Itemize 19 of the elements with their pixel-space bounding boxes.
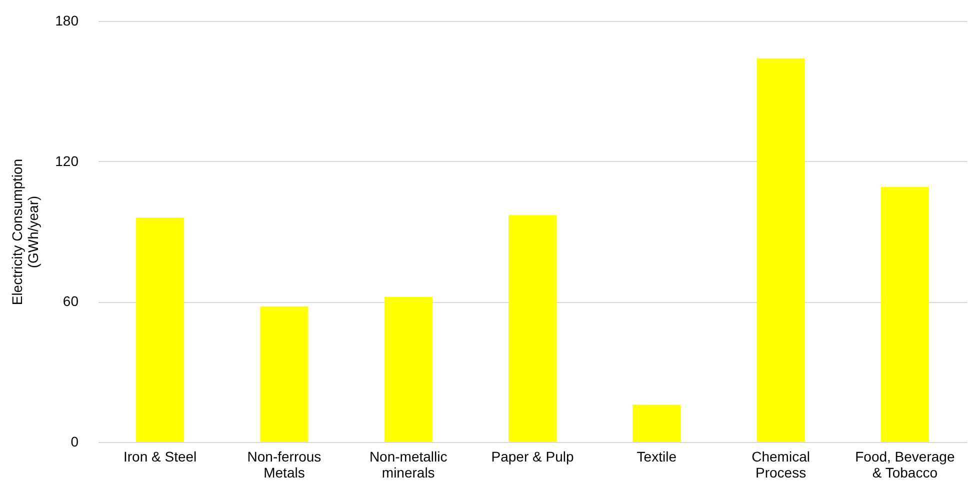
x-tick-label: Non-ferrous Metals — [247, 448, 322, 480]
bar — [260, 306, 308, 442]
y-tick-label: 120 — [55, 152, 79, 169]
y-tick-label: 60 — [62, 293, 79, 310]
x-tick-label: Iron & Steel — [123, 448, 197, 464]
bar — [756, 58, 805, 442]
x-tick-label: Textile — [636, 448, 677, 464]
x-tick-label: Non-metallic minerals — [369, 448, 448, 480]
bar — [880, 187, 929, 442]
bar — [508, 215, 556, 442]
x-tick-label: Paper & Pulp — [491, 448, 574, 464]
y-tick-label: 0 — [70, 434, 79, 450]
y-tick-label: 180 — [55, 12, 79, 28]
bar — [136, 217, 184, 442]
y-axis-title: Electricity Consumption (GWh/year) — [9, 158, 42, 306]
x-tick-label: Chemical Process — [752, 448, 810, 480]
bar — [384, 296, 432, 442]
bar — [632, 404, 681, 442]
x-tick-label: Food, Beverage & Tobacco — [855, 448, 955, 480]
